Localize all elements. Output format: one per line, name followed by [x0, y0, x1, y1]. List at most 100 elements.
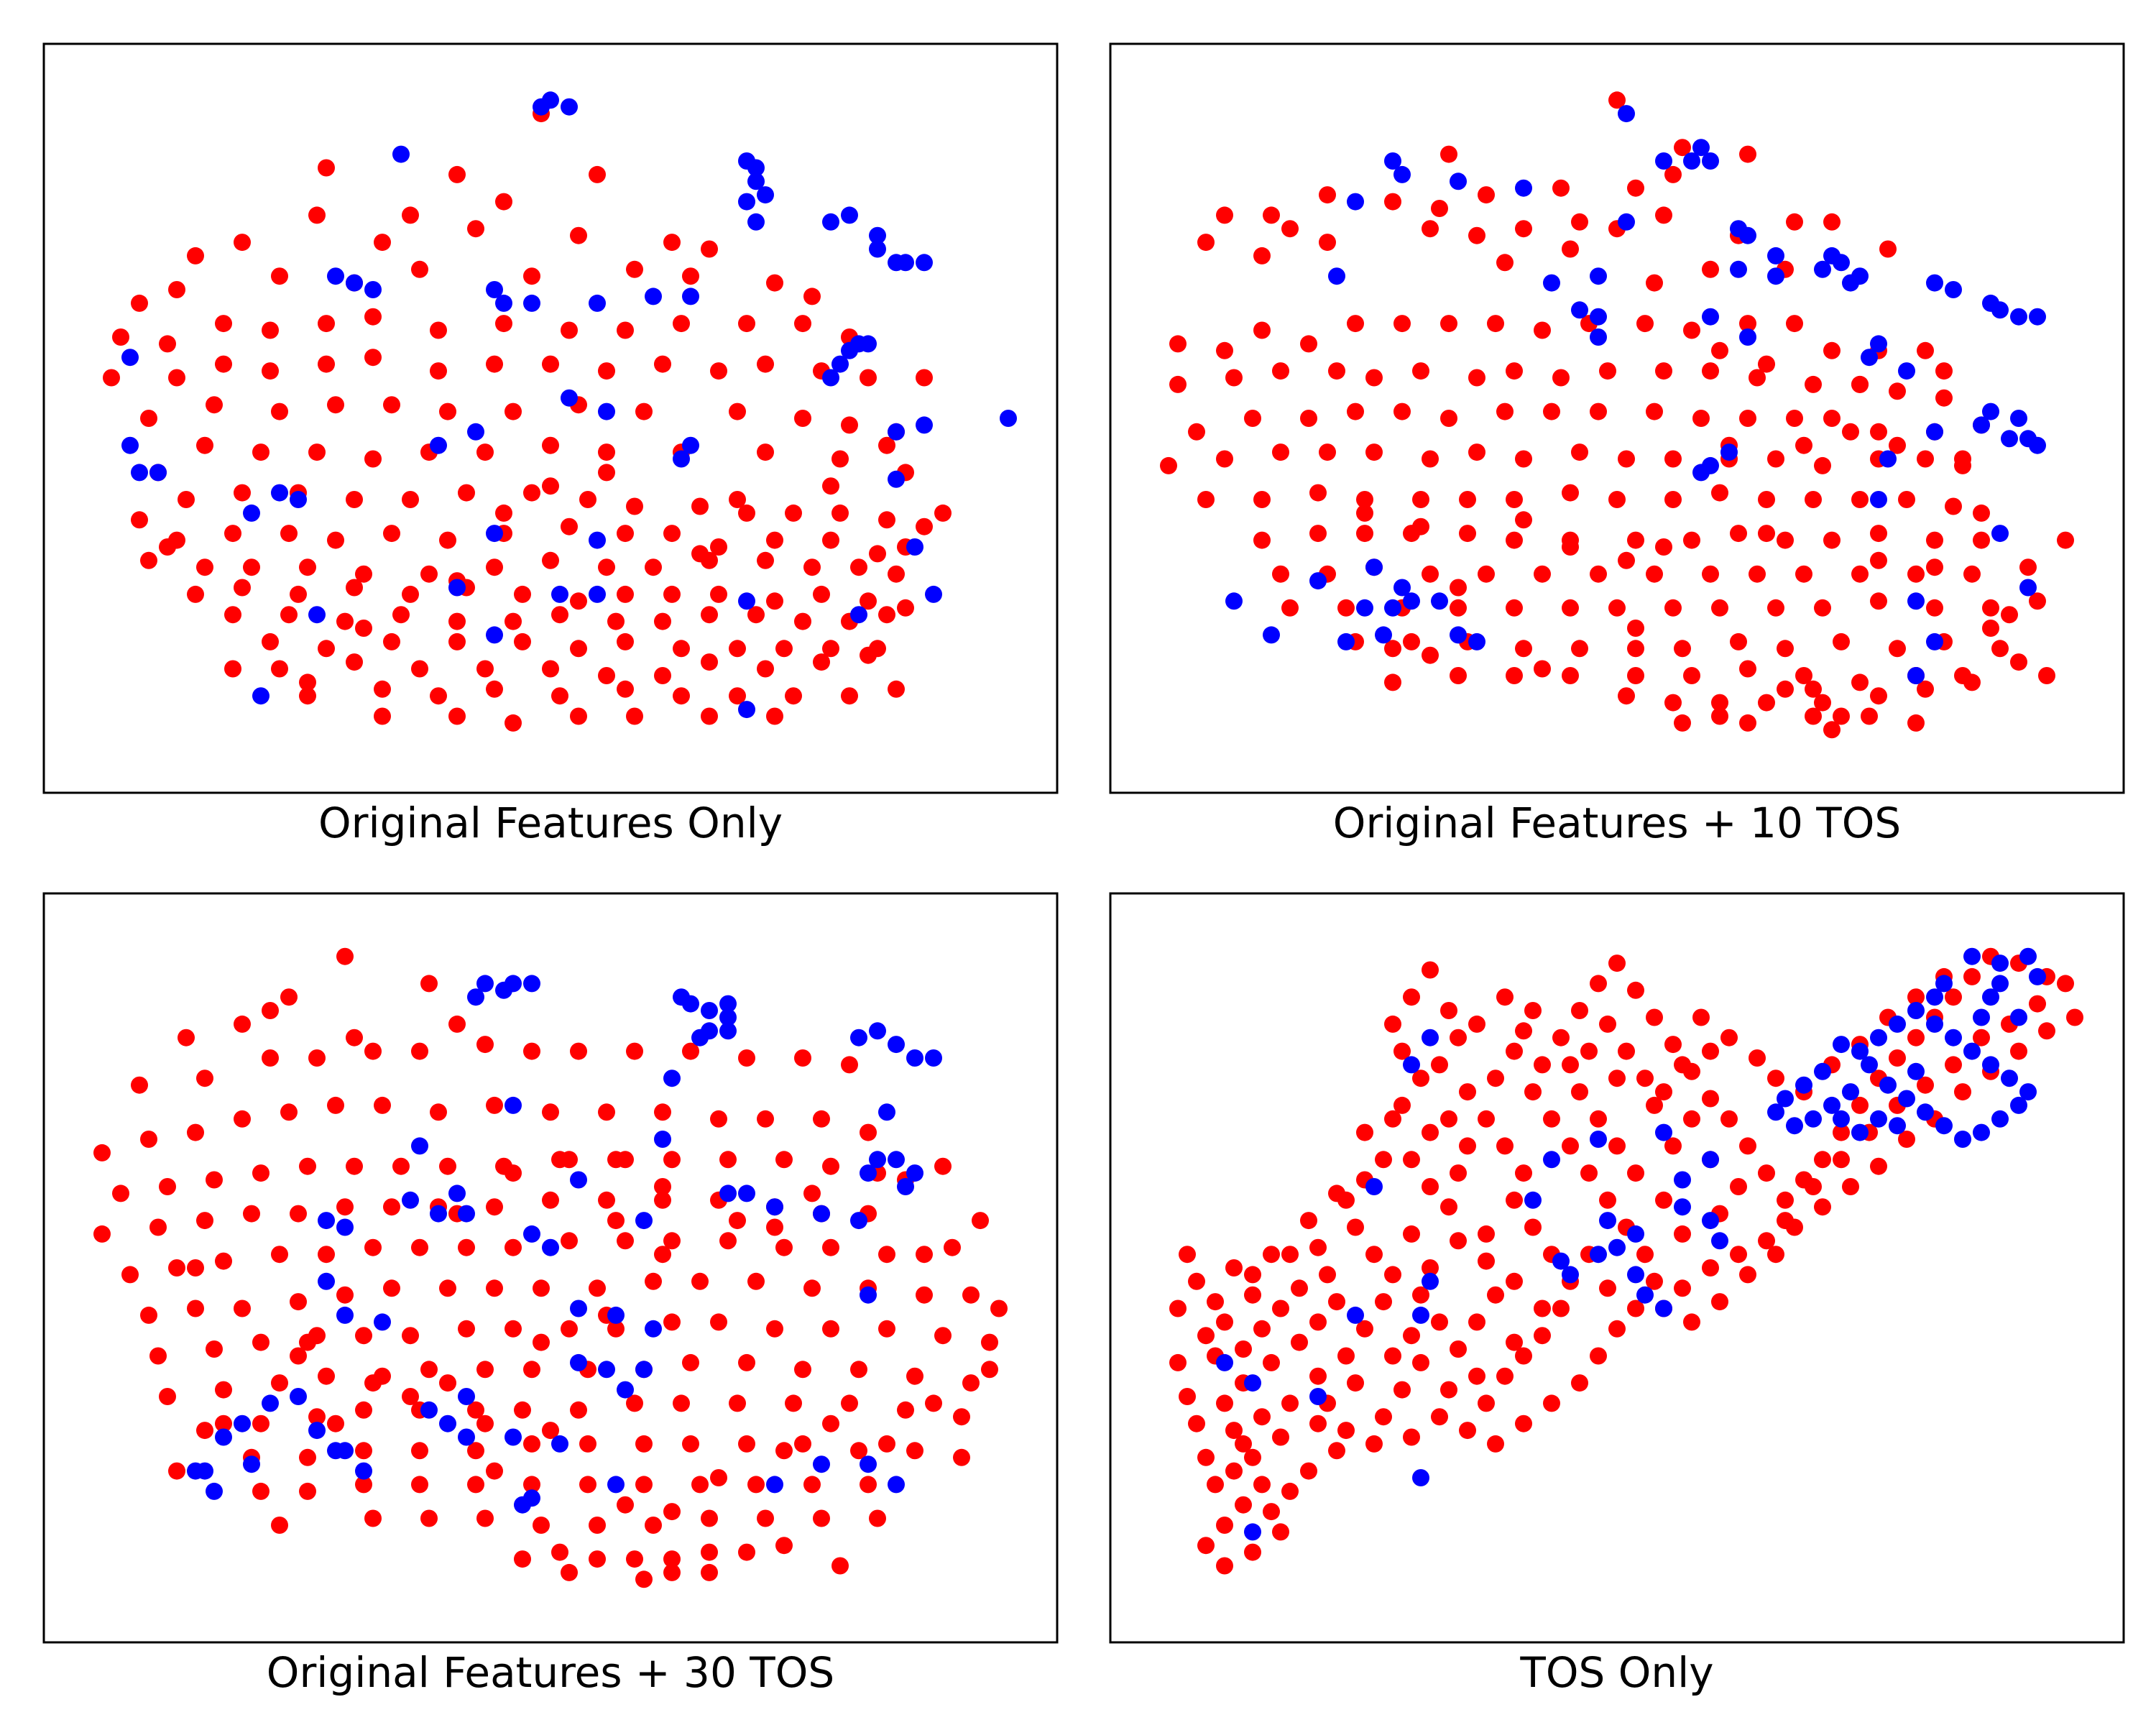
- point-blue: [2010, 1008, 2027, 1026]
- point-red: [1739, 660, 1756, 678]
- point-blue: [551, 1435, 568, 1453]
- point-red: [701, 1509, 718, 1527]
- point-red: [1805, 375, 1822, 393]
- point-red: [336, 612, 354, 630]
- point-red: [1786, 315, 1803, 333]
- point-red: [1739, 714, 1756, 732]
- point-red: [1627, 667, 1644, 684]
- point-red: [822, 1320, 839, 1338]
- point-red: [1169, 335, 1187, 353]
- point-red: [1450, 579, 1467, 597]
- point-red: [1683, 1110, 1700, 1128]
- point-red: [1272, 565, 1289, 583]
- point-blue: [691, 1029, 709, 1046]
- point-blue: [505, 1428, 522, 1446]
- point-red: [813, 653, 830, 671]
- point-red: [1786, 410, 1803, 427]
- point-red: [794, 410, 811, 427]
- point-red: [1384, 1015, 1401, 1033]
- point-red: [159, 335, 176, 353]
- point-red: [1253, 321, 1271, 339]
- point-blue: [561, 98, 578, 116]
- point-red: [402, 1388, 419, 1405]
- point-red: [1627, 179, 1644, 197]
- point-blue: [1468, 632, 1485, 650]
- point-red: [1431, 1056, 1448, 1074]
- point-red: [1468, 1015, 1485, 1033]
- point-blue: [1244, 1523, 1261, 1541]
- point-red: [1506, 1042, 1523, 1060]
- point-red: [1375, 1151, 1392, 1169]
- point-red: [1674, 139, 1691, 157]
- point-red: [1562, 1137, 1579, 1155]
- point-red: [822, 531, 839, 549]
- point-blue: [1309, 1388, 1327, 1405]
- point-red: [383, 396, 400, 414]
- point-red: [1422, 1123, 1439, 1141]
- point-red: [327, 1096, 344, 1114]
- point-red: [1356, 504, 1373, 522]
- point-red: [598, 1191, 615, 1209]
- point-red: [1440, 410, 1457, 427]
- point-red: [654, 612, 671, 630]
- point-red: [1655, 362, 1672, 380]
- point-blue: [831, 355, 849, 373]
- point-red: [561, 1232, 578, 1250]
- point-red: [411, 660, 428, 678]
- point-red: [617, 632, 634, 650]
- point-red: [1356, 525, 1373, 543]
- point-red: [1291, 1333, 1308, 1351]
- point-blue: [187, 1462, 204, 1480]
- point-blue: [523, 1489, 540, 1507]
- point-red: [729, 1212, 746, 1230]
- point-red: [747, 606, 765, 624]
- point-red: [206, 1340, 223, 1358]
- point-red: [1739, 315, 1756, 333]
- point-red: [1440, 315, 1457, 333]
- point-red: [1636, 315, 1654, 333]
- point-blue: [1767, 1103, 1784, 1121]
- point-red: [1973, 504, 1990, 522]
- point-red: [355, 620, 372, 637]
- point-red: [589, 165, 606, 183]
- point-red: [458, 1320, 475, 1338]
- panel-title: Original Features + 30 TOS: [267, 1648, 834, 1697]
- point-blue: [1767, 247, 1784, 264]
- point-blue: [308, 1422, 326, 1440]
- point-red: [1319, 1266, 1336, 1284]
- point-red: [1571, 1083, 1588, 1101]
- point-blue: [1422, 1029, 1439, 1046]
- point-blue: [1393, 165, 1411, 183]
- point-red: [1281, 220, 1299, 238]
- point-red: [448, 1015, 466, 1033]
- point-red: [467, 1442, 484, 1460]
- point-red: [617, 585, 634, 603]
- point-red: [1963, 673, 1981, 691]
- point-red: [374, 234, 391, 252]
- point-blue: [1543, 274, 1560, 292]
- point-blue: [1851, 1123, 1869, 1141]
- point-red: [1244, 1543, 1261, 1561]
- point-red: [1468, 1313, 1485, 1331]
- point-red: [803, 288, 821, 305]
- point-blue: [1907, 592, 1925, 610]
- point-red: [1169, 1353, 1187, 1371]
- point-red: [561, 518, 578, 535]
- point-red: [635, 1435, 653, 1453]
- point-red: [1599, 1015, 1616, 1033]
- point-blue: [1739, 328, 1756, 346]
- point-red: [617, 680, 634, 698]
- point-blue: [1730, 260, 1747, 278]
- point-blue: [1842, 1083, 1859, 1101]
- point-red: [1450, 1164, 1467, 1182]
- point-blue: [1515, 179, 1532, 197]
- point-red: [1758, 1164, 1775, 1182]
- point-red: [691, 497, 709, 515]
- point-red: [710, 1313, 727, 1331]
- point-blue: [1263, 626, 1280, 644]
- point-red: [925, 1394, 942, 1412]
- point-red: [654, 1178, 671, 1195]
- point-red: [2057, 975, 2074, 993]
- point-red: [1459, 491, 1476, 508]
- point-blue: [458, 1205, 475, 1223]
